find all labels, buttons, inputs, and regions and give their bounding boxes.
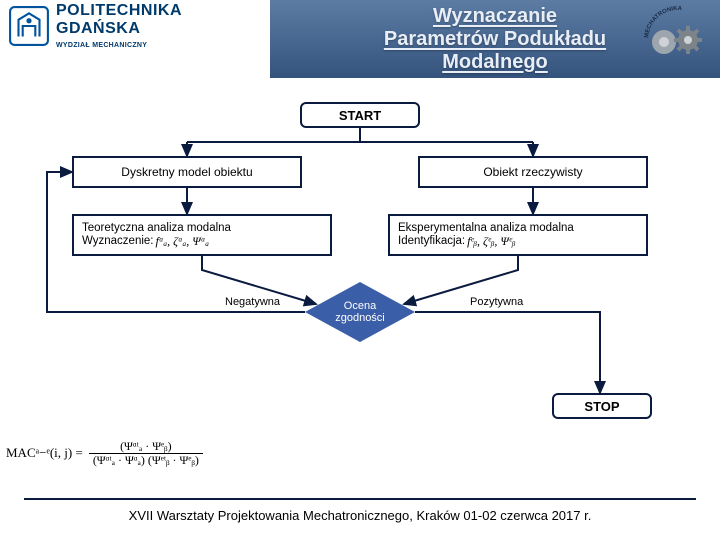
node-decision: Ocena zgodności bbox=[305, 282, 415, 342]
logo-line1: POLITECHNIKA bbox=[56, 2, 182, 20]
label-positive: Pozytywna bbox=[470, 296, 523, 308]
node-theoretical-analysis: Teoretyczna analiza modalna Wyznaczenie:… bbox=[72, 214, 332, 256]
lion-mark-icon bbox=[8, 5, 50, 47]
title-line-2: Parametrów Podukładu bbox=[384, 28, 606, 51]
l2-line2: Wyznaczenie: bbox=[82, 235, 153, 247]
formula-den1: (Ψᵅᵗₐ · Ψᵅₐ) bbox=[93, 453, 145, 467]
node-stop: STOP bbox=[552, 393, 652, 419]
decision-l1: Ocena bbox=[344, 300, 376, 312]
decision-l2: zgodności bbox=[335, 312, 385, 324]
header: POLITECHNIKA GDAŃSKA WYDZIAŁ MECHANICZNY… bbox=[0, 0, 720, 78]
title-line-3: Modalnego bbox=[442, 51, 548, 74]
footer-separator bbox=[24, 498, 696, 500]
node-experimental-analysis: Eksperymentalna analiza modalna Identyfi… bbox=[388, 214, 648, 256]
flowchart: START Dyskretny model obiektu Obiekt rze… bbox=[0, 78, 720, 448]
logo-line2: GDAŃSKA bbox=[56, 20, 182, 38]
mac-formula: MACᵃ−ᵉ(i, j) = (Ψᵅᵗₐ · Ψᵉᵦ) (Ψᵅᵗₐ · Ψᵅₐ)… bbox=[6, 440, 203, 466]
formula-den2: (Ψᵉᵗᵦ · Ψᵉᵦ) bbox=[148, 453, 199, 467]
footer-text: XVII Warsztaty Projektowania Mechatronic… bbox=[0, 508, 720, 523]
formula-num: (Ψᵅᵗₐ · Ψᵉᵦ) bbox=[116, 440, 176, 453]
label-negative: Negatywna bbox=[225, 296, 280, 308]
logo-subtitle: WYDZIAŁ MECHANICZNY bbox=[56, 42, 182, 49]
r2-line1: Eksperymentalna analiza modalna bbox=[398, 222, 574, 234]
node-discrete-model: Dyskretny model obiektu bbox=[72, 156, 302, 188]
r2-math: fᵉᵦ, ζᵉᵦ, Ψᵉᵦ bbox=[467, 234, 515, 249]
node-real-object: Obiekt rzeczywisty bbox=[418, 156, 648, 188]
formula-lhs: MACᵃ−ᵉ(i, j) = bbox=[6, 445, 83, 461]
node-start: START bbox=[300, 102, 420, 128]
l2-math: fᵅₐ, ζᵅₐ, Ψᵅₐ bbox=[155, 234, 209, 249]
r2-line2: Identyfikacja: bbox=[398, 235, 465, 247]
slide: POLITECHNIKA GDAŃSKA WYDZIAŁ MECHANICZNY… bbox=[0, 0, 720, 540]
university-logo: POLITECHNIKA GDAŃSKA WYDZIAŁ MECHANICZNY bbox=[8, 2, 182, 49]
l2-line1: Teoretyczna analiza modalna bbox=[82, 222, 231, 234]
mechatronika-badge: MECHATRONIKA bbox=[640, 2, 716, 62]
title-line-1: Wyznaczanie bbox=[433, 5, 557, 28]
